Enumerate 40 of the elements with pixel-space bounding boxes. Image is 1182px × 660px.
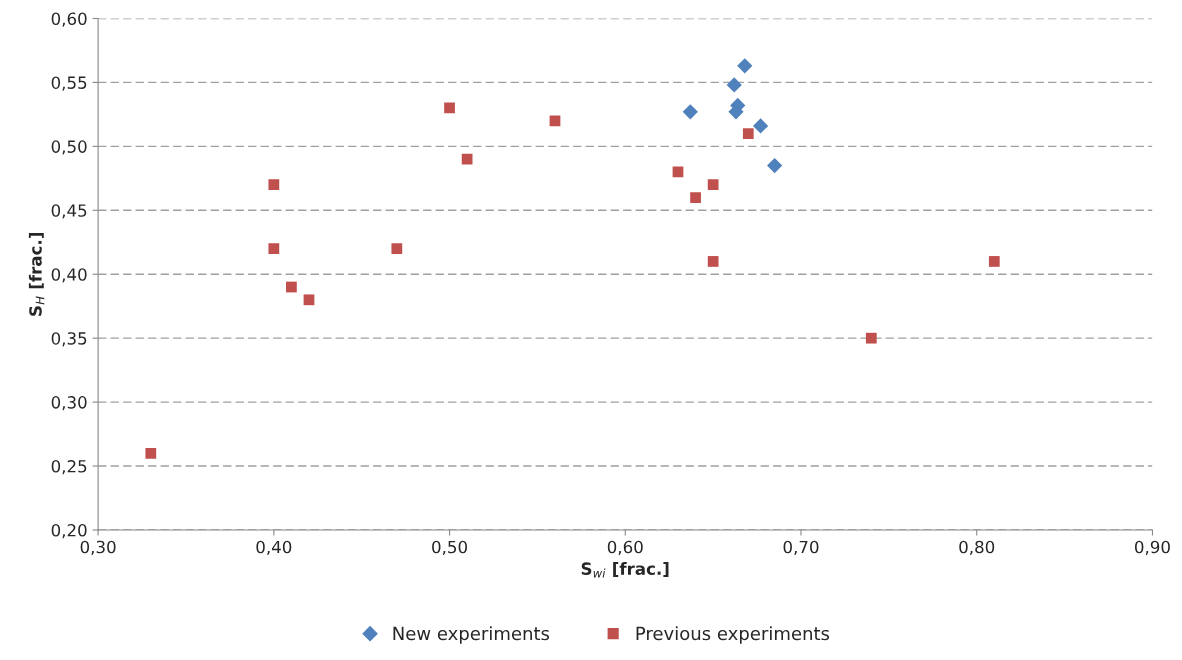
x-tick-label: 0,50	[432, 540, 467, 555]
y-tick-label: 0,55	[51, 76, 87, 91]
point	[391, 243, 403, 255]
point	[865, 332, 877, 344]
x-tick-label: 0,90	[1134, 540, 1170, 555]
point	[742, 128, 754, 139]
point	[286, 281, 297, 293]
point	[549, 115, 561, 127]
y-tick-label: 0,40	[51, 268, 87, 283]
y-tick-label: 0,45	[51, 204, 87, 219]
point	[682, 104, 698, 120]
point	[988, 256, 1000, 267]
point	[707, 179, 719, 191]
point	[737, 58, 753, 74]
x-tick-label: 0,70	[783, 540, 819, 555]
point	[444, 102, 455, 114]
y-tick-label: 0,50	[51, 140, 87, 155]
legend-label: New experiments	[393, 626, 550, 644]
y-tick-label: 0,35	[51, 332, 87, 347]
point	[767, 157, 783, 174]
y-tick-label: 0,20	[51, 523, 87, 539]
y-axis-title: S$_{H}$ [frac.]	[28, 233, 45, 316]
point	[726, 77, 742, 93]
y-tick-label: 0,60	[51, 12, 87, 27]
x-tick-label: 0,80	[959, 540, 995, 555]
y-tick-label: 0,25	[51, 460, 87, 475]
point	[268, 179, 280, 191]
point	[461, 153, 473, 165]
point	[690, 192, 701, 203]
point	[752, 118, 769, 134]
point	[268, 243, 280, 255]
x-tick-label: 0,30	[80, 540, 116, 555]
point	[303, 294, 315, 306]
y-tick-label: 0,30	[51, 396, 87, 411]
legend-label: Previous experiments	[636, 626, 830, 644]
point	[707, 256, 719, 267]
x-axis-title: S$_{wi}$ [frac.]	[581, 562, 669, 578]
point	[145, 447, 157, 459]
x-tick-label: 0,60	[607, 540, 643, 555]
x-tick-label: 0,40	[256, 540, 292, 555]
